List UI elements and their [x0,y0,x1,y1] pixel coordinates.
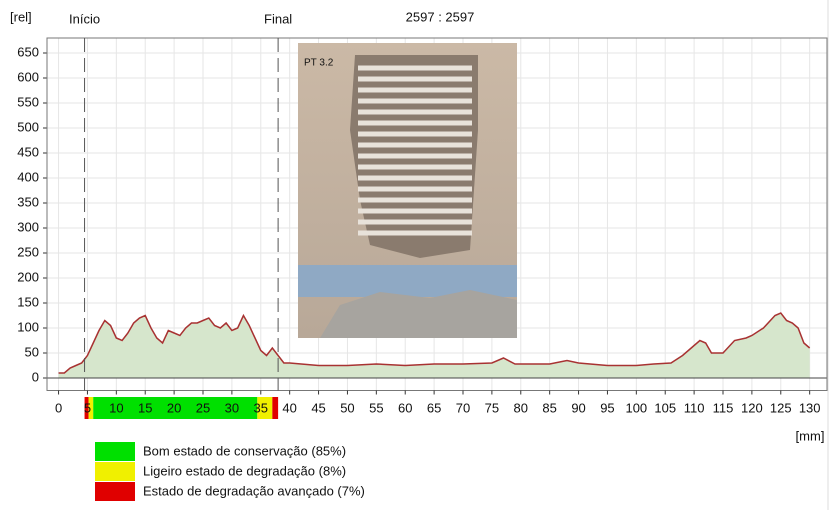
x-tick-label: 105 [654,400,676,415]
header-text: 2597 : 2597 [406,9,475,24]
y-tick-label: 100 [17,319,39,334]
x-tick-label: 45 [311,400,325,415]
inset-label: PT 3.2 [304,58,334,69]
condition-segment [272,397,279,419]
x-tick-label: 110 [684,400,705,415]
condition-segment [84,397,89,419]
legend-swatch [95,462,135,481]
x-unit: [mm] [796,428,825,443]
x-tick-label: 85 [542,400,556,415]
x-tick-label: 20 [167,400,181,415]
x-tick-label: 95 [600,400,614,415]
x-tick-label: 115 [713,400,734,415]
x-tick-label: 60 [398,400,412,415]
x-tick-label: 120 [741,400,763,415]
x-tick-label: 130 [799,400,821,415]
photo-baseboard [298,265,517,297]
y-tick-label: 50 [25,344,39,359]
condition-segment [93,397,258,419]
x-tick-label: 55 [369,400,383,415]
legend-label: Bom estado de conservação (85%) [143,443,346,458]
x-tick-label: 35 [254,400,268,415]
x-tick-label: 10 [109,400,123,415]
x-tick-label: 90 [571,400,585,415]
y-tick-label: 450 [17,144,39,159]
legend-label: Estado de degradação avançado (7%) [143,483,365,498]
marker-label: Final [264,11,292,26]
x-tick-label: 30 [225,400,239,415]
y-tick-label: 150 [17,294,39,309]
x-tick-label: 5 [84,400,91,415]
condition-segment [257,397,273,419]
y-tick-label: 600 [17,69,39,84]
x-tick-label: 75 [485,400,499,415]
area [58,313,810,378]
x-tick-label: 15 [138,400,152,415]
inset-photo: PT 3.2 [298,43,517,338]
x-tick-label: 25 [196,400,210,415]
x-tick-label: 0 [55,400,62,415]
y-tick-label: 0 [32,369,39,384]
x-tick-label: 100 [625,400,647,415]
y-tick-label: 300 [17,219,39,234]
legend-swatch [95,442,135,461]
x-tick-label: 125 [770,400,792,415]
legend-swatch [95,482,135,501]
y-tick-label: 550 [17,94,39,109]
x-tick-label: 65 [427,400,441,415]
plot-frame [46,37,828,391]
x-tick-label: 80 [514,400,528,415]
x-tick-label: 40 [282,400,296,415]
y-tick-label: 400 [17,169,39,184]
y-tick-label: 200 [17,269,39,284]
y-unit: [rel] [10,9,32,24]
marker-label: Início [69,11,100,26]
y-tick-label: 350 [17,194,39,209]
y-tick-label: 650 [17,44,39,59]
legend-label: Ligeiro estado de degradação (8%) [143,463,346,478]
line [58,312,811,374]
y-tick-label: 500 [17,119,39,134]
condition-segment [88,397,94,419]
y-tick-label: 250 [17,244,39,259]
photo-rubble [320,290,517,338]
x-tick-label: 50 [340,400,354,415]
x-tick-label: 70 [456,400,470,415]
